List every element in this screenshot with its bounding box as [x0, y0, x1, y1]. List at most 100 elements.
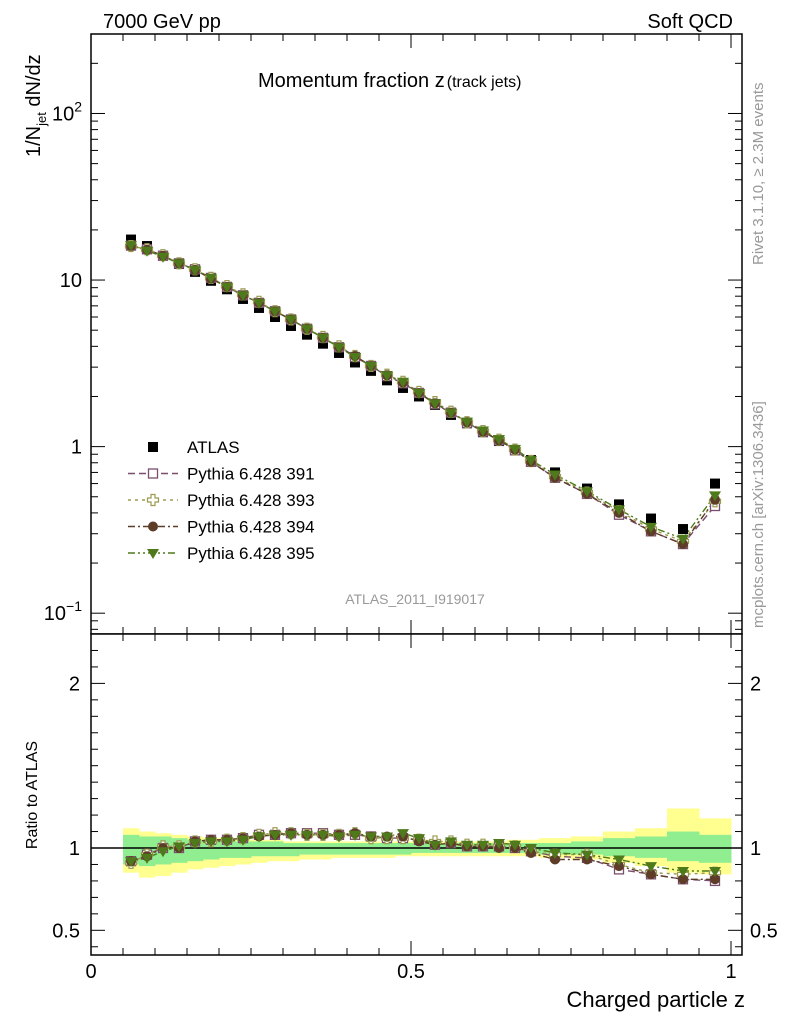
legend-marker	[148, 442, 158, 452]
ratio-data-point	[613, 855, 625, 866]
main-data-point	[581, 487, 593, 498]
ratio-data-point	[550, 854, 560, 865]
ratio-data-point	[365, 832, 377, 843]
ratio-data-point	[645, 862, 657, 873]
main-data-point	[205, 273, 217, 284]
main-plot: 10−1 1 10 102 Momentum fraction z (track jet…	[23, 33, 743, 635]
main-data-point	[461, 417, 473, 428]
main-data-point	[614, 499, 624, 510]
main-y-tick-label: 1	[71, 437, 82, 459]
ratio-data-point	[381, 832, 393, 843]
main-data-point	[709, 491, 721, 502]
uncertainty-band-inner	[635, 836, 668, 858]
ratio-y-tick-label: 1	[69, 838, 80, 860]
ratio-y-tick-label-right: 2	[750, 673, 761, 695]
ratio-y-tick-label-right: 0.5	[750, 920, 778, 942]
main-y-tick-label: 10−1	[44, 598, 82, 625]
main-data-point	[646, 513, 656, 524]
ratio-data-point	[549, 848, 561, 859]
main-data-point	[253, 298, 265, 309]
ratio-data-point	[445, 837, 457, 848]
uncertainty-band-inner	[283, 843, 300, 857]
x-tick-label: 0.5	[397, 961, 425, 983]
main-frame-bg	[91, 34, 742, 634]
uncertainty-band-inner	[315, 843, 332, 855]
uncertainty-band-inner	[331, 843, 348, 855]
legend: ATLAS Pythia 6.428 391 Pythia 6.428 393 Pyt…	[128, 438, 315, 563]
uncertainty-band-inner	[347, 843, 364, 855]
legend-label: Pythia 6.428 391	[187, 465, 315, 484]
main-data-point	[429, 399, 441, 410]
main-data-point	[381, 371, 393, 382]
ratio-data-point	[221, 837, 233, 848]
ratio-y-tick-label: 0.5	[52, 920, 80, 942]
main-data-point	[189, 265, 201, 276]
ratio-data-point	[317, 830, 329, 841]
legend-label: Pythia 6.428 395	[187, 544, 315, 563]
rivet-version-label: Rivet 3.1.10, ≥ 2.3M events	[750, 83, 767, 266]
ratio-data-point	[493, 839, 505, 850]
ratio-data-point	[429, 840, 441, 851]
ratio-data-point	[237, 835, 249, 846]
uncertainty-band-inner	[251, 841, 268, 857]
uncertainty-band-inner	[379, 843, 396, 855]
main-data-point	[349, 353, 361, 364]
watermark-analysis-id: ATLAS_2011_I919017	[345, 591, 485, 607]
ratio-data-point	[509, 840, 521, 851]
ratio-series-marks	[124, 827, 722, 887]
mcplots-reference-label: mcplots.cern.ch [arXiv:1306.3436]	[750, 401, 767, 628]
legend-label: ATLAS	[187, 438, 240, 457]
ratio-data-point	[525, 844, 537, 854]
ratio-data-point	[614, 861, 624, 872]
uncertainty-band-inner	[667, 831, 700, 862]
legend-label: Pythia 6.428 393	[187, 491, 315, 510]
main-data-point	[413, 388, 425, 399]
main-data-point	[221, 282, 233, 293]
uncertainty-band-inner	[299, 843, 316, 855]
main-data-point	[445, 408, 457, 419]
main-data-point	[269, 307, 281, 318]
main-data-point	[493, 435, 505, 446]
main-data-point	[365, 361, 377, 372]
main-data-point	[525, 456, 537, 467]
legend-label: Pythia 6.428 394	[187, 518, 315, 537]
ratio-frame-bg	[91, 634, 742, 955]
main-data-point	[645, 522, 657, 533]
ratio-data-point	[205, 837, 217, 848]
ratio-data-point	[413, 834, 425, 845]
main-data-point	[317, 333, 329, 344]
main-series-marks	[124, 234, 722, 550]
main-data-point	[549, 470, 561, 481]
main-data-point	[678, 524, 688, 535]
ratio-data-point	[333, 832, 345, 843]
main-data-point	[285, 315, 297, 326]
main-y-axis-label: 1/Njet dN/dz	[23, 54, 49, 157]
main-data-point	[286, 320, 296, 331]
main-data-point	[477, 426, 489, 437]
uncertainty-band-inner	[699, 834, 732, 863]
ratio-frame	[90, 633, 743, 956]
main-title: Momentum fraction z (track jets)	[258, 70, 521, 92]
ratio-data-point	[157, 847, 169, 858]
main-data-point	[301, 324, 313, 335]
ratio-data-point	[397, 829, 409, 840]
main-plot-area	[91, 34, 742, 634]
legend-marker	[148, 521, 158, 532]
main-data-point	[157, 252, 169, 263]
ratio-y-tick-label-right: 1	[750, 838, 761, 860]
ratio-data-point	[285, 830, 297, 841]
x-tick-label: 1	[725, 961, 736, 983]
ratio-data-point	[461, 840, 473, 851]
ratio-y-tick-label: 2	[69, 673, 80, 695]
ratio-data-point	[710, 874, 720, 885]
ratio-data-point	[678, 874, 688, 885]
uncertainty-band-inner	[363, 843, 380, 855]
main-data-point	[173, 259, 185, 270]
main-data-point	[333, 343, 345, 354]
ratio-data-point	[253, 832, 265, 843]
legend-marker	[147, 468, 159, 479]
ratio-bands	[91, 634, 742, 955]
uncertainty-band-inner	[235, 841, 252, 858]
ratio-axes: 0.5 0.51 12 20 0.5 1	[52, 633, 778, 983]
